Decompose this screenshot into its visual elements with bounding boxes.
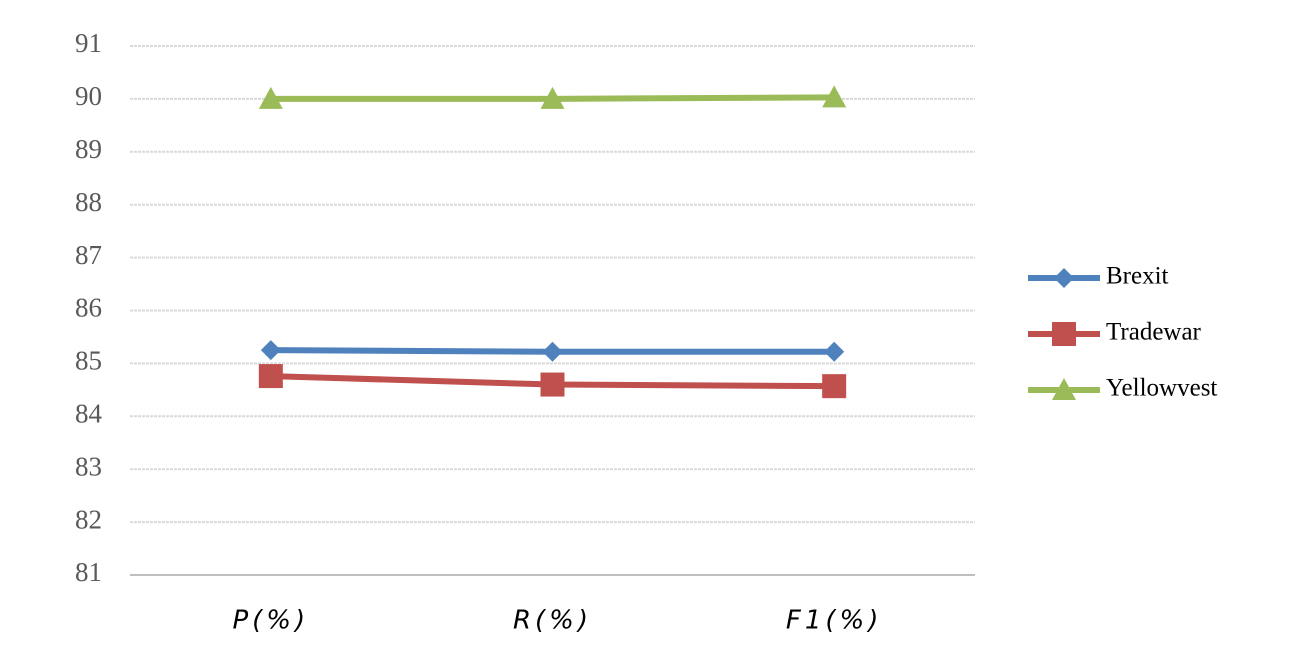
y-tick-label: 89 — [75, 134, 102, 164]
legend-marker — [1054, 268, 1074, 288]
legend-label: Tradewar — [1106, 319, 1202, 346]
point — [540, 86, 565, 109]
y-tick-label: 82 — [75, 504, 102, 534]
point — [540, 372, 565, 397]
point — [260, 340, 281, 361]
point — [822, 85, 847, 108]
point — [258, 364, 283, 389]
x-tick-label: R(%) — [513, 606, 592, 636]
y-tick-label: 84 — [75, 399, 103, 429]
y-tick-label: 86 — [75, 293, 102, 323]
x-tick-label: P(%) — [232, 606, 309, 636]
point — [824, 341, 845, 362]
y-tick-label: 81 — [75, 557, 102, 587]
point — [542, 341, 563, 362]
legend-marker — [1052, 322, 1076, 346]
y-tick-label: 91 — [75, 28, 102, 58]
point — [258, 86, 283, 109]
y-tick-label: 83 — [75, 451, 102, 481]
legend-label: Yellowvest — [1106, 375, 1217, 402]
x-tick-label: F1(%) — [786, 606, 883, 636]
y-tick-label: 87 — [75, 240, 102, 270]
legend-label: Brexit — [1106, 263, 1169, 290]
legend-marker — [1052, 378, 1076, 400]
y-tick-label: 90 — [75, 81, 102, 111]
point — [822, 374, 847, 399]
y-tick-label: 85 — [75, 346, 102, 376]
y-tick-label: 88 — [75, 187, 102, 217]
